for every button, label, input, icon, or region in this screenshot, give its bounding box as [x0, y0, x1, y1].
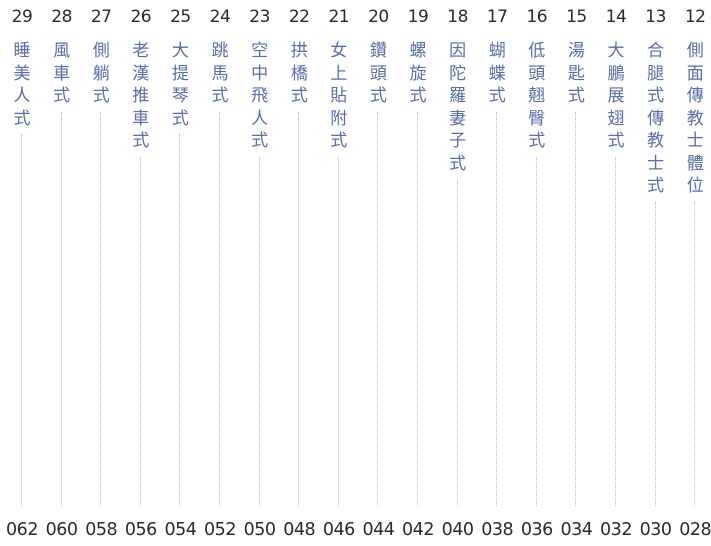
entry-number: 17 — [486, 7, 508, 27]
entry-title: 側 面 傳 教 士 體 位 — [686, 41, 704, 196]
toc-entry[interactable]: 16 低 頭 翹 臀 式 036 — [517, 0, 557, 546]
dotted-leader — [456, 179, 458, 506]
page-number: 038 — [481, 520, 514, 540]
page-number: 060 — [45, 520, 78, 540]
dotted-leader — [258, 156, 260, 506]
page-number: 062 — [6, 520, 38, 540]
dotted-leader — [417, 111, 418, 506]
entry-title: 側 躺 式 — [92, 41, 110, 106]
entry-number: 23 — [249, 7, 270, 27]
dotted-leader — [219, 111, 220, 506]
page-number: 028 — [679, 520, 711, 540]
entry-title: 因 陀 羅 妻 子 式 — [449, 41, 467, 174]
entry-title: 跳 馬 式 — [211, 41, 229, 106]
entry-title: 螺 旋 式 — [409, 41, 427, 106]
dotted-leader — [298, 111, 300, 506]
page-number: 056 — [124, 520, 157, 540]
entry-number: 13 — [645, 7, 666, 27]
page-number: 040 — [441, 520, 474, 540]
entry-title: 拱 橋 式 — [290, 41, 308, 106]
page-number: 044 — [362, 520, 395, 540]
dotted-leader — [615, 156, 616, 506]
page-number: 050 — [243, 520, 276, 540]
entry-number: 27 — [90, 7, 112, 27]
entry-title: 睡 美 人 式 — [13, 41, 31, 129]
entry-number: 22 — [288, 7, 310, 27]
dotted-leader — [694, 201, 696, 506]
entry-title: 老 漢 推 車 式 — [132, 41, 150, 151]
dotted-leader — [496, 111, 498, 506]
toc-entry[interactable]: 22 拱 橋 式 048 — [279, 0, 319, 546]
entry-number: 25 — [170, 7, 191, 27]
entry-number: 26 — [130, 7, 152, 27]
page-number: 052 — [204, 520, 236, 540]
entry-number: 14 — [605, 7, 627, 27]
entry-number: 20 — [368, 7, 389, 27]
entry-title: 空 中 飛 人 式 — [251, 41, 269, 151]
entry-number: 19 — [407, 7, 429, 27]
entry-number: 18 — [447, 7, 468, 27]
entry-number: 16 — [526, 7, 548, 27]
page-number: 030 — [639, 520, 672, 540]
page-number: 036 — [520, 520, 553, 540]
dotted-leader — [60, 111, 62, 506]
entry-number: 21 — [328, 7, 350, 27]
dotted-leader — [179, 134, 181, 506]
entry-number: 24 — [209, 7, 231, 27]
entry-title: 湯 匙 式 — [567, 41, 585, 106]
dotted-leader — [654, 201, 656, 506]
toc-entry[interactable]: 15 湯 匙 式 034 — [556, 0, 596, 546]
dotted-leader — [535, 156, 537, 506]
page-number: 058 — [85, 520, 118, 540]
dotted-leader — [139, 156, 141, 506]
dotted-leader — [21, 134, 22, 506]
toc-entry[interactable]: 26 老 漢 推 車 式 056 — [121, 0, 161, 546]
entry-title: 風 車 式 — [53, 41, 71, 106]
toc-entry[interactable]: 29 睡 美 人 式 062 — [2, 0, 42, 546]
toc-entry[interactable]: 18 因 陀 羅 妻 子 式 040 — [438, 0, 478, 546]
page-number: 034 — [560, 520, 593, 540]
entry-number: 28 — [51, 7, 72, 27]
entry-title: 合 腿 式 傳 教 士 式 — [647, 41, 665, 196]
dotted-leader — [575, 111, 577, 506]
page-number: 032 — [600, 520, 632, 540]
toc-entry[interactable]: 20 鑽 頭 式 044 — [358, 0, 398, 546]
entry-title: 鑽 頭 式 — [369, 41, 387, 106]
toc-entry[interactable]: 14 大 鵬 展 翅 式 032 — [596, 0, 636, 546]
entry-title: 大 提 琴 式 — [171, 41, 189, 129]
entry-number: 12 — [684, 7, 706, 27]
page-number: 054 — [164, 520, 197, 540]
entry-title: 蝴 蝶 式 — [488, 41, 506, 106]
page-number: 042 — [402, 520, 434, 540]
toc-entry[interactable]: 28 風 車 式 060 — [42, 0, 82, 546]
toc-entry[interactable]: 12 側 面 傳 教 士 體 位 028 — [675, 0, 711, 546]
toc-entry[interactable]: 13 合 腿 式 傳 教 士 式 030 — [636, 0, 676, 546]
page-number: 048 — [283, 520, 316, 540]
toc-entry[interactable]: 17 蝴 蝶 式 038 — [477, 0, 517, 546]
toc-entry[interactable]: 21 女 上 貼 附 式 046 — [319, 0, 359, 546]
toc-entry[interactable]: 23 空 中 飛 人 式 050 — [240, 0, 280, 546]
dotted-leader — [377, 111, 379, 506]
toc-entry[interactable]: 19 螺 旋 式 042 — [398, 0, 438, 546]
entry-title: 大 鵬 展 翅 式 — [607, 41, 625, 151]
toc-entry[interactable]: 27 側 躺 式 058 — [81, 0, 121, 546]
dotted-leader — [100, 111, 102, 506]
entry-title: 低 頭 翹 臀 式 — [528, 41, 546, 151]
entry-number: 29 — [11, 7, 33, 27]
entry-number: 15 — [566, 7, 587, 27]
toc-entry[interactable]: 25 大 提 琴 式 054 — [160, 0, 200, 546]
dotted-leader — [337, 156, 339, 506]
entry-title: 女 上 貼 附 式 — [330, 41, 348, 151]
toc-entry[interactable]: 24 跳 馬 式 052 — [200, 0, 240, 546]
page-number: 046 — [322, 520, 355, 540]
